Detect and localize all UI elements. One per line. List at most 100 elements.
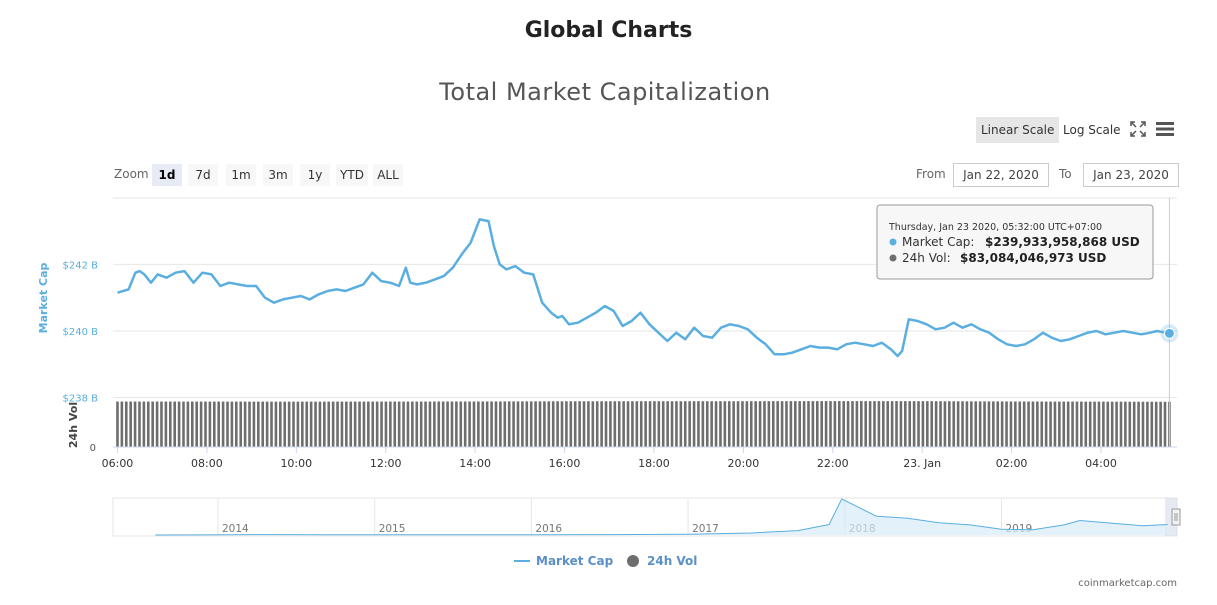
volume-bar bbox=[1022, 401, 1026, 447]
navigator-selection[interactable] bbox=[1165, 498, 1177, 536]
volume-bar bbox=[450, 401, 454, 447]
legend-item-market-cap[interactable]: Market Cap bbox=[514, 554, 614, 568]
volume-bar bbox=[1084, 401, 1088, 447]
volume-bar bbox=[780, 401, 784, 447]
volume-bar bbox=[1119, 401, 1123, 447]
zoom-button-ytd[interactable]: YTD bbox=[336, 164, 368, 186]
legend-item-volume[interactable]: 24h Vol bbox=[627, 554, 697, 568]
menu-icon[interactable] bbox=[1156, 122, 1174, 136]
fullscreen-icon[interactable] bbox=[1130, 121, 1146, 137]
volume-bar bbox=[1106, 401, 1110, 447]
volume-bar bbox=[1000, 401, 1004, 447]
hover-point[interactable] bbox=[1163, 327, 1175, 339]
volume-bar bbox=[644, 401, 647, 447]
volume-bar bbox=[164, 401, 168, 447]
volume-bar bbox=[485, 401, 489, 447]
volume-bar bbox=[719, 401, 722, 447]
volume-bar bbox=[714, 401, 718, 447]
volume-bar bbox=[785, 401, 788, 447]
volume-bar bbox=[763, 401, 766, 447]
volume-bar bbox=[578, 401, 581, 447]
volume-bar bbox=[133, 401, 137, 447]
volume-bar bbox=[494, 401, 498, 447]
volume-bar bbox=[305, 401, 309, 447]
volume-bar bbox=[455, 401, 458, 447]
volume-bar bbox=[1058, 401, 1061, 447]
volume-bar bbox=[653, 401, 656, 447]
volume-bar bbox=[213, 401, 216, 447]
volume-bar bbox=[1141, 401, 1145, 447]
tooltip-volume-value: $83,084,046,973 USD bbox=[960, 251, 1106, 265]
credit-link[interactable]: coinmarketcap.com bbox=[1078, 578, 1177, 589]
volume-bar bbox=[375, 401, 379, 447]
volume-bar bbox=[1080, 401, 1083, 447]
volume-bar bbox=[146, 401, 150, 447]
volume-bar bbox=[190, 401, 194, 447]
volume-bar bbox=[534, 401, 537, 447]
volume-bar bbox=[683, 401, 687, 447]
volume-bar bbox=[318, 401, 322, 447]
volume-bar bbox=[160, 401, 163, 447]
volume-bar bbox=[204, 401, 207, 447]
volume-bar bbox=[961, 401, 964, 447]
volume-bar bbox=[837, 401, 841, 447]
navigator[interactable]: 201420152016201720182019 bbox=[112, 497, 1181, 537]
volume-bar bbox=[701, 401, 705, 447]
zoom-button-1d[interactable]: 1d bbox=[152, 164, 182, 186]
volume-bar bbox=[323, 401, 326, 447]
zoom-button-1m[interactable]: 1m bbox=[226, 164, 256, 186]
volume-bar bbox=[860, 401, 863, 447]
volume-bar bbox=[815, 401, 819, 447]
volume-bar bbox=[771, 401, 775, 447]
volume-bar bbox=[230, 401, 234, 447]
volume-bar bbox=[199, 401, 203, 447]
volume-bar bbox=[939, 401, 942, 447]
volume-bar bbox=[877, 401, 881, 447]
volume-bar bbox=[327, 401, 331, 447]
volume-bar bbox=[428, 401, 432, 447]
zoom-button-7d[interactable]: 7d bbox=[188, 164, 218, 186]
from-label: From bbox=[916, 167, 946, 181]
legend-label-volume: 24h Vol bbox=[647, 554, 697, 568]
to-date-input[interactable] bbox=[1083, 163, 1179, 187]
volume-bar bbox=[970, 401, 973, 447]
x-tick-label: 18:00 bbox=[638, 457, 670, 470]
volume-bar bbox=[265, 401, 269, 447]
tooltip-market-cap-value: $239,933,958,868 USD bbox=[985, 235, 1140, 249]
volume-bar bbox=[798, 401, 801, 447]
volume-bar bbox=[441, 401, 445, 447]
page-heading: Global Charts bbox=[524, 18, 693, 43]
zoom-button-1y[interactable]: 1y bbox=[300, 164, 330, 186]
volume-bar bbox=[1027, 401, 1030, 447]
volume-bar bbox=[235, 401, 238, 447]
to-label: To bbox=[1059, 167, 1072, 181]
volume-bar bbox=[996, 401, 1000, 447]
x-tick-label: 16:00 bbox=[549, 457, 581, 470]
x-tick-label: 04:00 bbox=[1085, 457, 1117, 470]
volume-bar bbox=[1159, 401, 1162, 447]
volume-bar bbox=[419, 401, 423, 447]
zoom-button-all[interactable]: ALL bbox=[373, 164, 403, 186]
volume-bar bbox=[173, 401, 176, 447]
volume-bar bbox=[1124, 401, 1127, 447]
volume-bar bbox=[873, 401, 876, 447]
volume-bar bbox=[661, 401, 665, 447]
volume-bar bbox=[657, 401, 661, 447]
volume-bar bbox=[389, 401, 392, 447]
from-date-input[interactable] bbox=[953, 163, 1049, 187]
volume-bar bbox=[767, 401, 771, 447]
volume-bar bbox=[1031, 401, 1035, 447]
volume-bar bbox=[833, 401, 837, 447]
tooltip: Thursday, Jan 23 2020, 05:32:00 UTC+07:0… bbox=[876, 204, 1154, 280]
zoom-button-3m[interactable]: 3m bbox=[263, 164, 293, 186]
volume-bar bbox=[424, 401, 427, 447]
linear-scale-button[interactable]: Linear Scale bbox=[976, 117, 1060, 143]
log-scale-button[interactable]: Log Scale bbox=[1063, 123, 1121, 137]
volume-bar bbox=[1005, 401, 1008, 447]
volume-bar bbox=[749, 401, 753, 447]
volume-bar bbox=[692, 401, 696, 447]
navigator-handle[interactable] bbox=[1171, 508, 1181, 526]
volume-bar bbox=[908, 401, 912, 447]
x-tick-label: 02:00 bbox=[996, 457, 1028, 470]
volume-bar bbox=[776, 401, 779, 447]
